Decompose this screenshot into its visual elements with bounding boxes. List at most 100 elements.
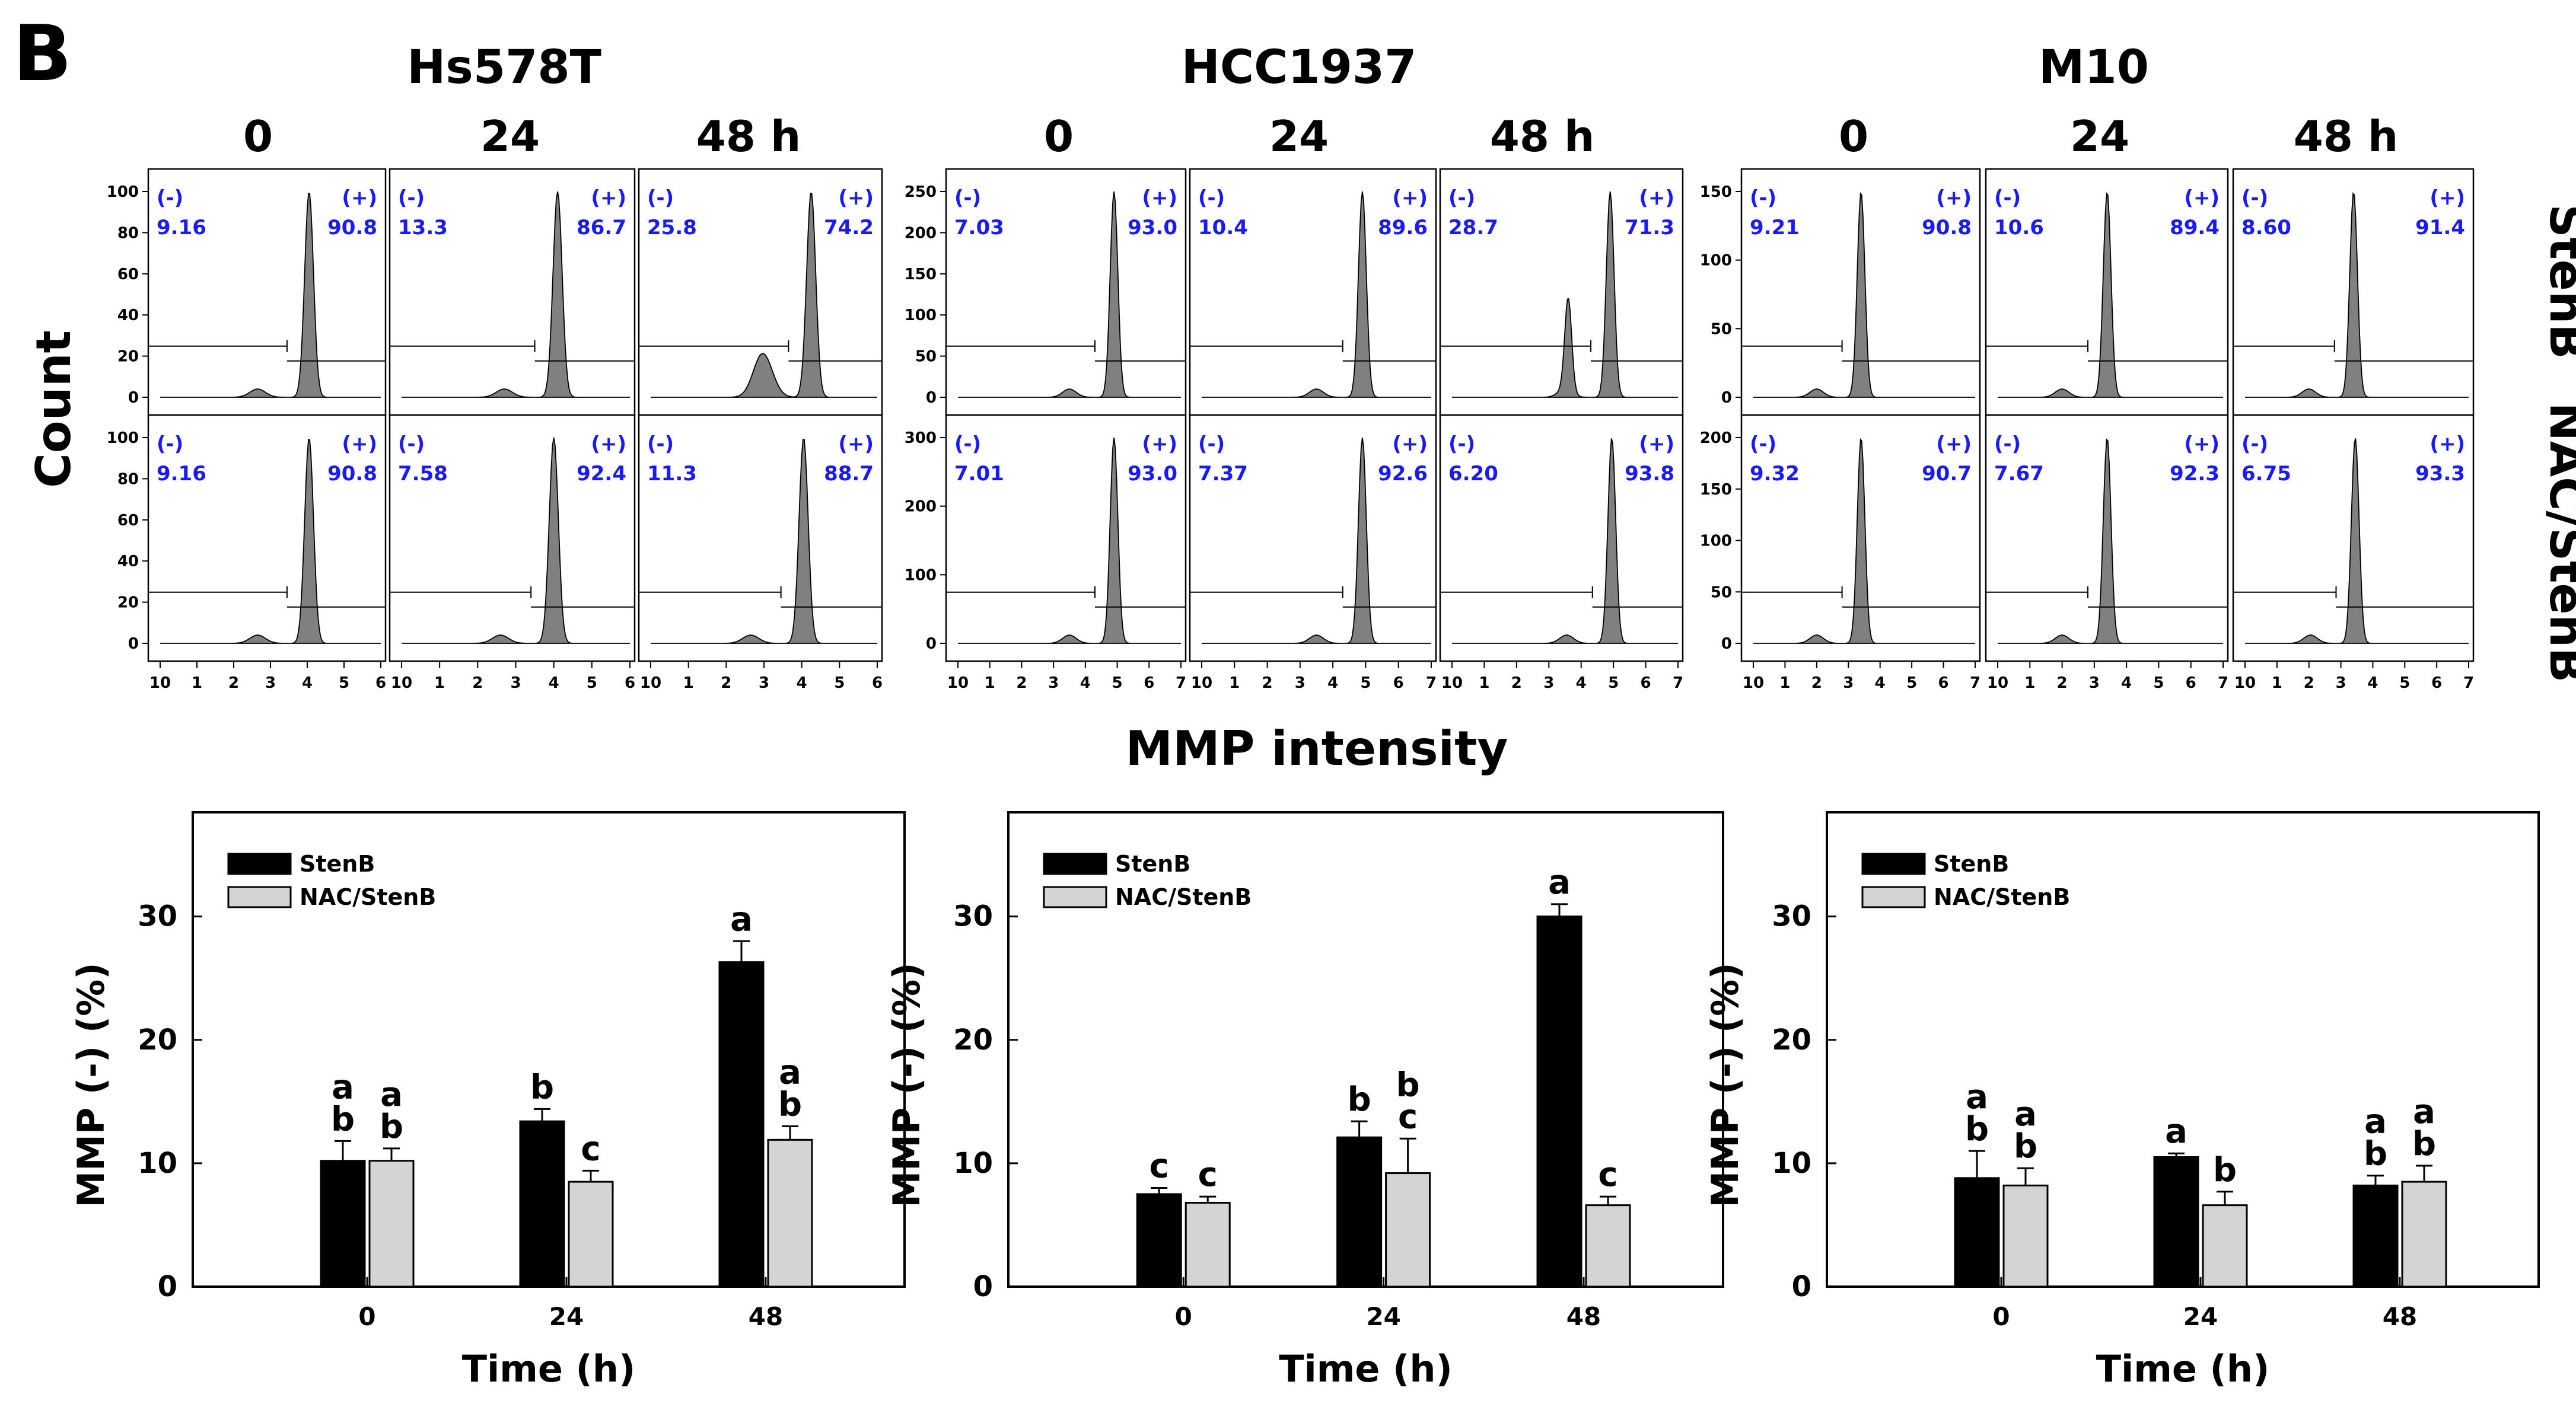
x-tick-label: 10 <box>640 674 661 692</box>
gate-pos-label: (+) <box>1142 432 1177 456</box>
significance-letter: a <box>779 1053 801 1092</box>
x-tick-label: 5 <box>834 674 845 692</box>
bar-y-tick-label: 30 <box>1772 900 1811 933</box>
significance-letter: b <box>1396 1065 1420 1104</box>
gate-neg-value: 10.4 <box>1198 216 1248 240</box>
x-tick-label: 3 <box>265 674 276 692</box>
gate-neg-value: 10.6 <box>1994 216 2044 240</box>
x-tick-label: 4 <box>1080 674 1091 692</box>
gate-neg-value: 8.60 <box>2241 216 2291 240</box>
gate-pos-value: 90.8 <box>1922 216 1972 240</box>
histogram-peak <box>651 439 877 644</box>
gate-neg-label: (-) <box>1198 432 1225 456</box>
gate-neg-value: 6.20 <box>1448 462 1498 486</box>
y-tick-label: 100 <box>905 307 937 324</box>
timepoint-label: 48 h <box>696 111 801 161</box>
x-tick-label: 3 <box>2336 674 2346 692</box>
x-tick-label: 6 <box>1144 674 1154 692</box>
gate-neg-label: (-) <box>1994 432 2021 456</box>
x-tick-label: 2 <box>1262 674 1273 692</box>
x-tick-label: 4 <box>302 674 313 692</box>
histogram-peak <box>1202 191 1431 398</box>
histogram-peak <box>2245 192 2469 398</box>
timepoint-label: 0 <box>1044 111 1074 161</box>
x-tick-label: 7 <box>1176 674 1186 692</box>
y-tick-label: 80 <box>117 224 139 242</box>
significance-letter: c <box>1398 1098 1418 1136</box>
y-tick-label: 300 <box>905 429 937 447</box>
bar-y-tick-label: 0 <box>158 1270 177 1303</box>
y-tick-label: 150 <box>905 266 937 283</box>
x-tick-label: 7 <box>2463 674 2474 692</box>
group-title: M10 <box>2039 41 2149 94</box>
mmp-intensity-label: MMP intensity <box>1126 721 1508 776</box>
significance-letter: c <box>1198 1156 1218 1194</box>
x-tick-label: 4 <box>2367 674 2378 692</box>
x-tick-label: 4 <box>2121 674 2132 692</box>
x-tick-label: 5 <box>339 674 349 692</box>
x-tick-label: 5 <box>1906 674 1917 692</box>
gate-pos-value: 90.8 <box>327 462 377 486</box>
x-tick-label: 6 <box>1938 674 1949 692</box>
legend-swatch-nac <box>227 886 292 908</box>
y-tick-label: 0 <box>128 635 139 653</box>
gate-pos-label: (+) <box>1392 186 1428 210</box>
significance-letter: b <box>2213 1151 2237 1189</box>
x-tick-label: 4 <box>1875 674 1886 692</box>
significance-letter: b <box>2364 1135 2387 1173</box>
bar-stenb <box>1536 915 1582 1288</box>
significance-letter: c <box>1150 1147 1169 1186</box>
x-tick-label: 2 <box>1511 674 1522 692</box>
gate-neg-label: (-) <box>647 432 674 456</box>
x-tick-label: 3 <box>1843 674 1854 692</box>
bar-x-tick-label: 24 <box>549 1302 584 1331</box>
y-tick-label: 50 <box>1711 320 1732 338</box>
histogram-frame <box>147 168 387 416</box>
bar-x-tick-label: 48 <box>2383 1302 2417 1331</box>
significance-letter: a <box>2364 1103 2387 1141</box>
histogram-frame <box>1189 168 1437 416</box>
gate-neg-label: (-) <box>1750 186 1776 210</box>
y-tick-label: 200 <box>905 498 937 516</box>
gate-pos-label: (+) <box>1936 186 1972 210</box>
y-tick-label: 100 <box>905 566 937 584</box>
gate-neg-label: (-) <box>398 186 425 210</box>
bar-nac <box>1385 1172 1431 1288</box>
bar-xlabel: Time (h) <box>1279 1347 1453 1390</box>
y-tick-label: 60 <box>117 512 139 529</box>
x-tick-label: 6 <box>2431 674 2442 692</box>
x-tick-label: 2 <box>472 674 483 692</box>
gate-neg-value: 11.3 <box>647 462 697 486</box>
gate-neg-label: (-) <box>1448 432 1475 456</box>
gate-neg-label: (-) <box>1750 432 1776 456</box>
x-tick-label: 2 <box>1016 674 1027 692</box>
x-tick-label: 3 <box>1048 674 1059 692</box>
bar-xlabel: Time (h) <box>462 1347 636 1390</box>
x-tick-label: 2 <box>2057 674 2068 692</box>
gate-neg-value: 9.16 <box>157 462 206 486</box>
gate-neg-label: (-) <box>2241 432 2268 456</box>
bar-nac <box>368 1160 415 1288</box>
legend-label-nac: NAC/StenB <box>1934 884 2070 910</box>
bar-y-tick-label: 10 <box>138 1147 177 1180</box>
significance-letter: c <box>581 1130 600 1168</box>
gate-neg-label: (-) <box>1448 186 1475 210</box>
histogram-frame <box>389 414 636 662</box>
bar-nac <box>2401 1181 2447 1288</box>
count-axis-label: Count <box>26 330 81 488</box>
significance-letter: b <box>1965 1110 1989 1149</box>
x-tick-label: 3 <box>759 674 769 692</box>
x-tick-label: 2 <box>2304 674 2314 692</box>
gate-pos-value: 86.7 <box>577 216 626 240</box>
bar-x-tick-label: 24 <box>1366 1302 1400 1331</box>
timepoint-label: 0 <box>1839 111 1868 161</box>
significance-letter: b <box>1348 1080 1371 1119</box>
y-tick-label: 150 <box>1700 481 1732 499</box>
y-tick-label: 40 <box>117 307 139 324</box>
bar-y-tick-label: 30 <box>138 900 177 933</box>
gate-neg-value: 9.21 <box>1750 216 1800 240</box>
y-tick-label: 250 <box>905 183 937 201</box>
x-tick-label: 6 <box>872 674 883 692</box>
gate-pos-label: (+) <box>2184 432 2220 456</box>
x-tick-label: 1 <box>985 674 995 692</box>
